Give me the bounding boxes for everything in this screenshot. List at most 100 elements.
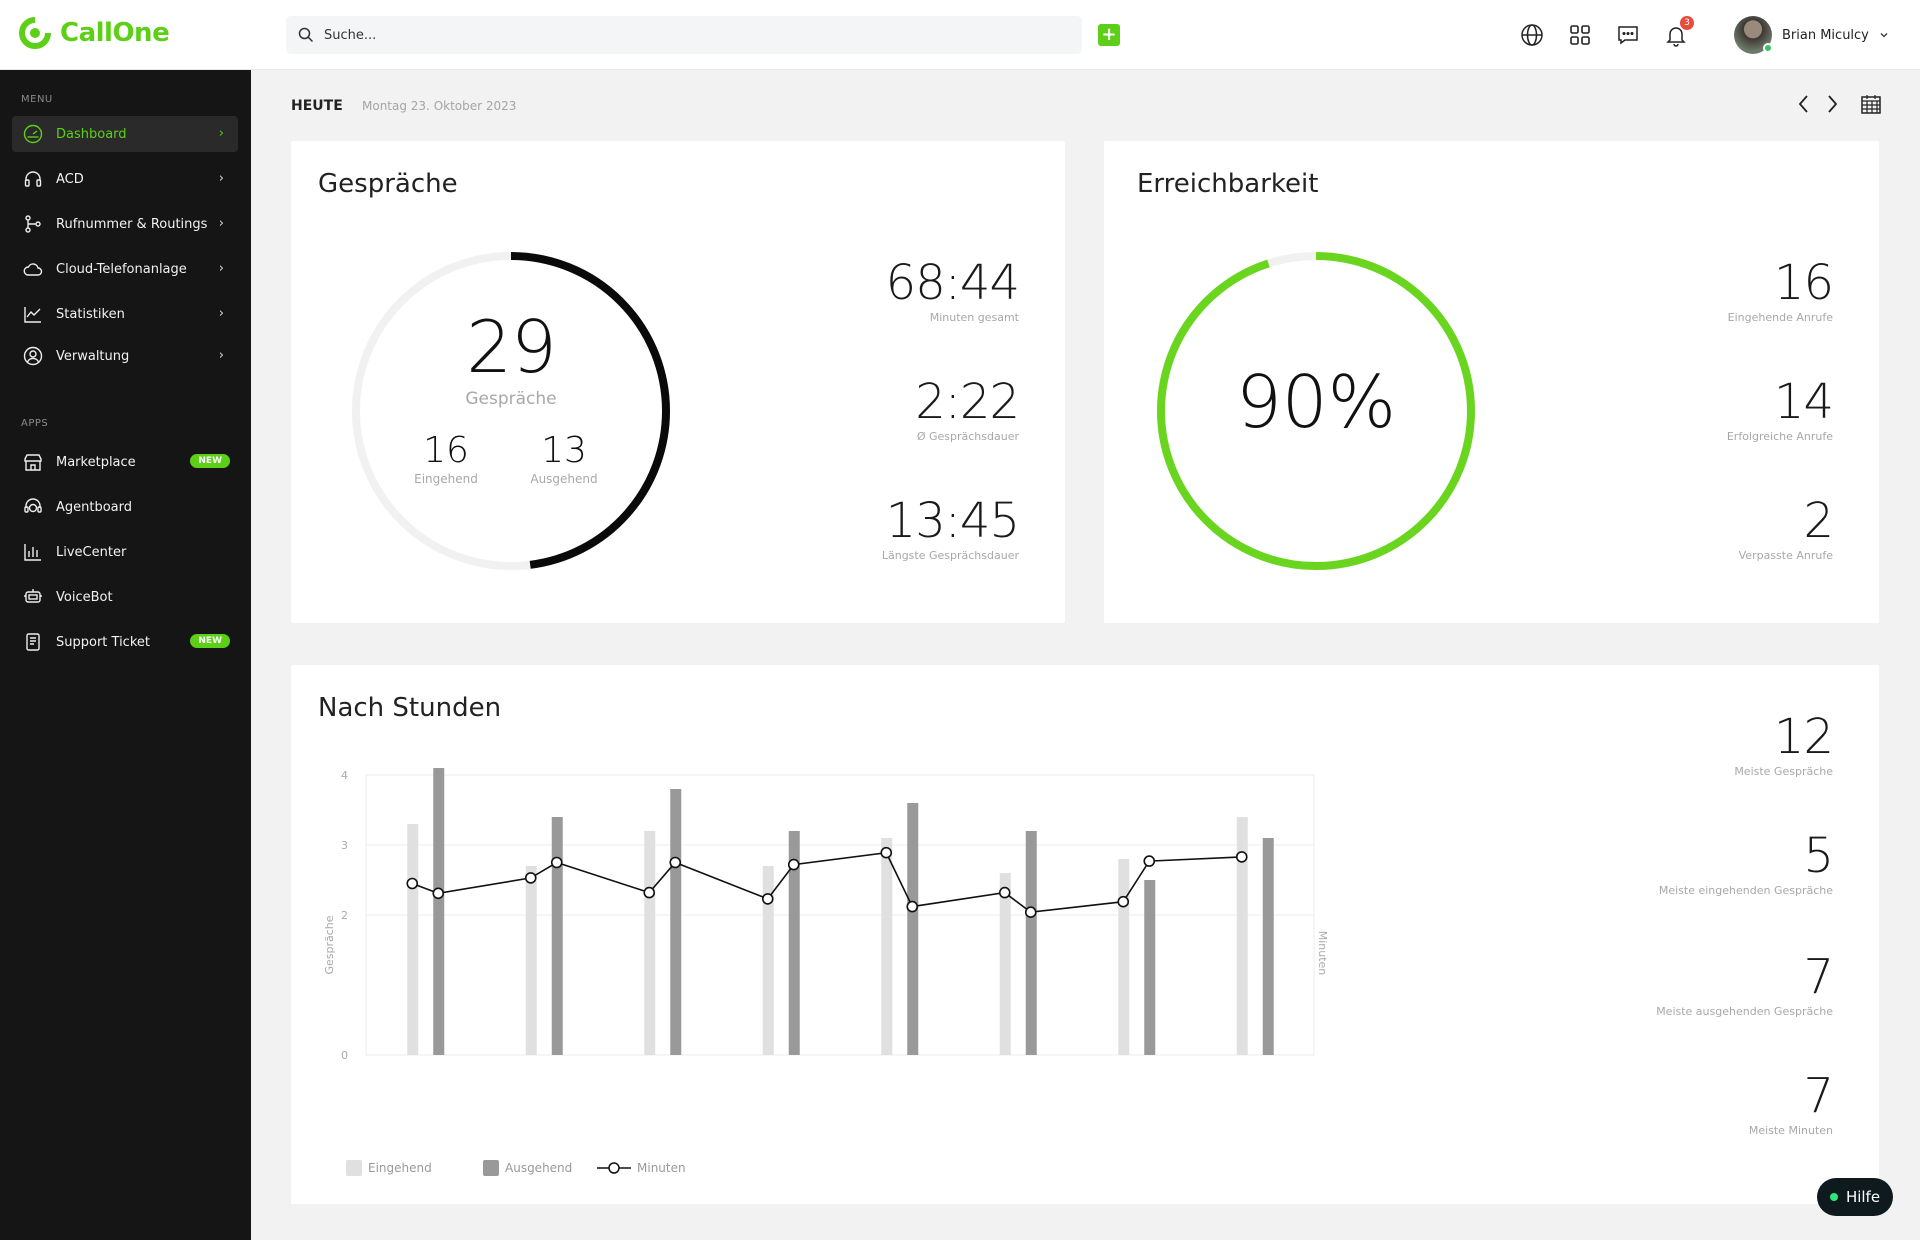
minuten-point[interactable] <box>524 872 537 884</box>
bar-ausgehend[interactable] <box>1144 880 1156 1055</box>
minuten-point[interactable] <box>432 887 445 900</box>
minuten-point[interactable] <box>1024 906 1037 918</box>
sidebar-item-rufnummer-routings[interactable]: Rufnummer & Routings › <box>12 206 238 242</box>
sidebar-item-label: ACD <box>56 171 84 187</box>
sidebar-item-statistiken[interactable]: Statistiken › <box>12 296 238 332</box>
card-title: Nach Stunden <box>318 693 502 723</box>
bar-ausgehend[interactable] <box>433 768 445 1055</box>
bar-eingehend[interactable] <box>407 824 419 1055</box>
stat-meiste-gespraeche: 12 Meiste Gespräche <box>1734 713 1834 778</box>
bar-ausgehend[interactable] <box>1025 831 1037 1055</box>
bar-eingehend[interactable] <box>525 866 537 1055</box>
sidebar-item-label: Cloud-Telefonanlage <box>56 261 187 277</box>
minuten-point[interactable] <box>1235 851 1248 863</box>
chevron-right-icon: › <box>218 261 224 276</box>
globe-icon[interactable] <box>1518 21 1546 49</box>
y2-axis-title: Minuten <box>1316 931 1329 976</box>
minuten-point[interactable] <box>550 856 563 869</box>
minuten-point[interactable] <box>998 886 1011 899</box>
chevron-right-icon[interactable] <box>1824 93 1840 115</box>
brand-name: CallOne <box>60 18 170 48</box>
sidebar-item-verwaltung[interactable]: Verwaltung › <box>12 338 238 374</box>
help-button[interactable]: Hilfe <box>1817 1178 1893 1216</box>
sidebar-item-marketplace[interactable]: Marketplace NEW <box>12 444 238 480</box>
headset-icon <box>22 168 44 190</box>
sidebar-item-voicebot[interactable]: VoiceBot <box>12 579 238 615</box>
legend-ausgehend[interactable]: Ausgehend <box>483 1160 572 1176</box>
sidebar-item-label: Rufnummer & Routings <box>56 216 208 232</box>
chevron-left-icon[interactable] <box>1796 93 1812 115</box>
minuten-point[interactable] <box>906 900 919 913</box>
menu-section-label: MENU <box>21 94 53 105</box>
minuten-point[interactable] <box>761 893 774 905</box>
sidebar-item-label: Dashboard <box>56 126 127 142</box>
minuten-point[interactable] <box>669 856 682 869</box>
help-status-dot <box>1829 1193 1838 1201</box>
user-menu[interactable]: Brian Miculcy <box>1734 16 1889 54</box>
y-tick-label: 0 <box>341 1049 348 1062</box>
top-bar: CallOne + 3 Brian Miculcy <box>0 0 1920 70</box>
apps-section-label: APPS <box>21 418 49 429</box>
stat-label: Meiste Gespräche <box>1734 765 1833 778</box>
page-title: HEUTE <box>291 98 343 114</box>
bar-eingehend[interactable] <box>1236 817 1248 1055</box>
stat-laengste-dauer: 13:45 Längste Gesprächsdauer <box>882 497 1020 562</box>
add-button[interactable]: + <box>1098 24 1120 46</box>
chevron-right-icon: › <box>218 348 224 363</box>
search-input[interactable] <box>324 27 1024 43</box>
stat-value: 7 <box>1803 1068 1834 1124</box>
y-tick-label: 2 <box>341 909 348 922</box>
stat-gespraechsdauer: 2:22 Ø Gesprächsdauer <box>915 374 1020 443</box>
stat-value: 68:44 <box>885 255 1020 311</box>
sidebar-item-support-ticket[interactable]: Support Ticket NEW <box>12 624 238 660</box>
chevron-down-icon <box>1880 33 1888 38</box>
minuten-point[interactable] <box>787 858 800 871</box>
bar-ausgehend[interactable] <box>1262 838 1274 1055</box>
sidebar-item-acd[interactable]: ACD › <box>12 161 238 197</box>
bar-chart-icon <box>22 541 44 563</box>
minuten-point[interactable] <box>880 846 893 859</box>
minuten-point[interactable] <box>643 886 656 899</box>
sidebar-item-label: VoiceBot <box>56 589 113 605</box>
minuten-point[interactable] <box>1143 855 1156 867</box>
stat-label: Meiste Minuten <box>1748 1124 1833 1137</box>
sidebar-item-cloud-telefonanlage[interactable]: Cloud-Telefonanlage › <box>12 251 238 287</box>
legend-minuten[interactable]: Minuten <box>597 1160 686 1176</box>
nach-stunden-card: Nach Stunden 0 2 3 4 Gespräche Minuten Eing… <box>291 665 1879 1204</box>
stat-value: 2:22 <box>915 374 1020 430</box>
callone-logo-icon <box>19 16 52 49</box>
stat-label: Meiste ausgehenden Gespräche <box>1656 1005 1833 1018</box>
sidebar-item-dashboard[interactable]: Dashboard › <box>12 116 238 152</box>
bar-eingehend[interactable] <box>999 873 1011 1055</box>
bar-eingehend[interactable] <box>1118 859 1130 1055</box>
bar-eingehend[interactable] <box>644 831 656 1055</box>
outgoing-label: Ausgehend <box>530 472 598 486</box>
bar-ausgehend[interactable] <box>907 803 919 1055</box>
bar-ausgehend[interactable] <box>788 831 800 1055</box>
apps-grid-icon[interactable] <box>1566 21 1594 49</box>
chat-icon[interactable] <box>1614 21 1642 49</box>
logo[interactable]: CallOne <box>18 16 170 50</box>
erreichbarkeit-ring <box>1157 252 1475 570</box>
incoming-calls: 16 Eingehend <box>411 433 481 487</box>
dashboard-icon <box>22 123 44 145</box>
stat-value: 5 <box>1803 828 1834 884</box>
legend-eingehend[interactable]: Eingehend <box>346 1160 432 1176</box>
stat-erfolgreiche-anrufe: 14 Erfolgreiche Anrufe <box>1726 378 1834 443</box>
sidebar-item-agentboard[interactable]: Agentboard <box>12 489 238 525</box>
minuten-point[interactable] <box>406 877 419 890</box>
gespraeche-card: Gespräche 29 Gespräche 16 Eingehend 13 A… <box>291 141 1065 623</box>
y-tick-label: 4 <box>341 769 348 782</box>
search-bar[interactable] <box>286 16 1082 54</box>
bar-ausgehend[interactable] <box>670 789 682 1055</box>
stat-label: Erfolgreiche Anrufe <box>1726 430 1833 443</box>
stat-label: Verpasste Anrufe <box>1738 549 1833 562</box>
bar-ausgehend[interactable] <box>551 817 563 1055</box>
sidebar-item-label: LiveCenter <box>56 544 127 560</box>
bar-eingehend[interactable] <box>762 866 774 1055</box>
sidebar-item-livecenter[interactable]: LiveCenter <box>12 534 238 570</box>
minuten-point[interactable] <box>1117 895 1130 908</box>
bar-eingehend[interactable] <box>881 838 893 1055</box>
bell-icon[interactable]: 3 <box>1662 16 1694 49</box>
calendar-icon[interactable] <box>1860 93 1882 115</box>
